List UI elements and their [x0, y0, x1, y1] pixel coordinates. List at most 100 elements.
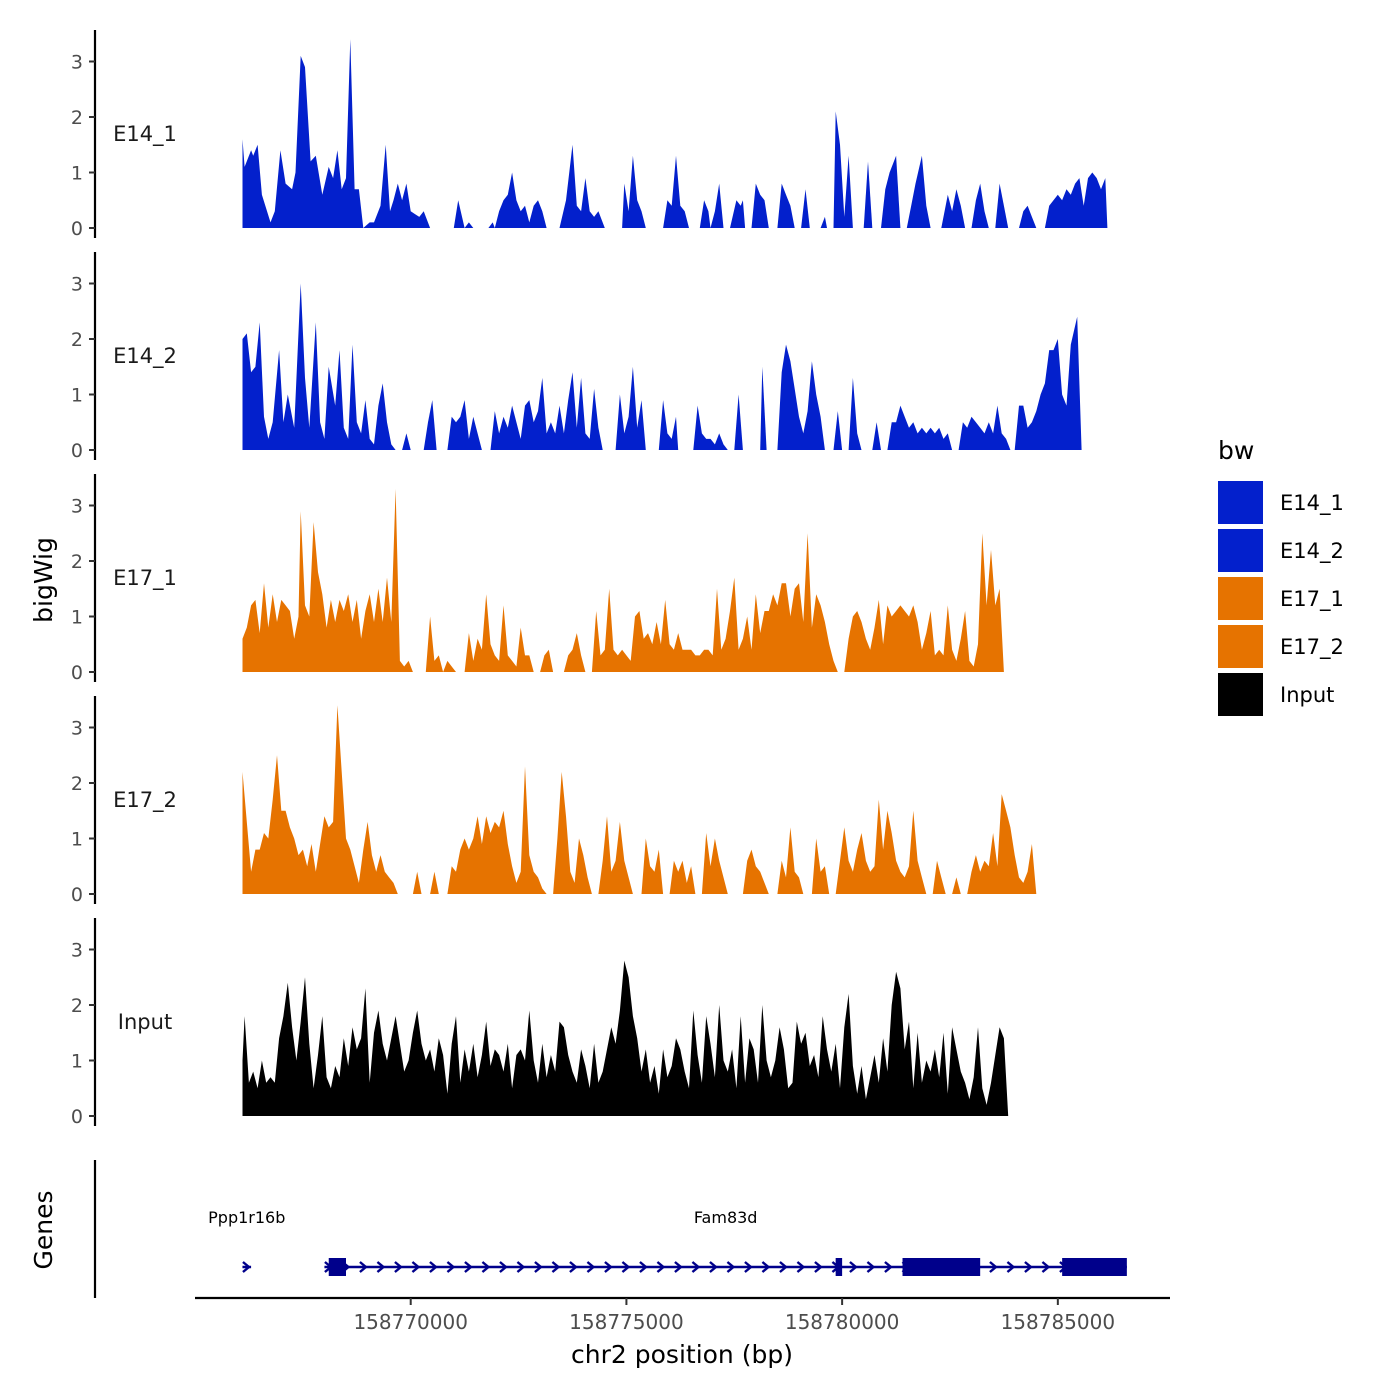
coverage-area-E17_2 [430, 871, 439, 894]
legend-label: E14_2 [1280, 539, 1344, 564]
coverage-area-E14_2 [777, 344, 825, 450]
strand-arrow-icon [1006, 1261, 1016, 1273]
track-panel-Input: 0 1 2 3 Input [71, 918, 1009, 1128]
coverage-area-E14_1 [1044, 172, 1108, 228]
legend-label: E17_2 [1280, 635, 1344, 660]
coverage-area-E14_1 [995, 183, 1009, 228]
x-axis: 158770000 158775000 158780000 158785000 [195, 1296, 1170, 1334]
legend-title: bw [1218, 436, 1254, 465]
strand-arrow-icon [604, 1261, 613, 1273]
strand-arrow-icon [796, 1261, 806, 1273]
strand-arrow-icon [726, 1261, 736, 1273]
strand-arrow-icon [429, 1261, 438, 1273]
coverage-area-E17_1 [242, 488, 413, 672]
y-tick-label: 0 [71, 218, 83, 240]
y-tick-label: 2 [71, 107, 83, 129]
coverage-area-E14_2 [490, 372, 603, 450]
track-label: E17_2 [113, 788, 177, 813]
strand-arrow-icon [481, 1261, 491, 1273]
strand-arrow-icon [499, 1261, 508, 1273]
y-tick-label: 1 [71, 829, 83, 851]
track-label: E14_2 [113, 344, 177, 369]
coverage-area-E14_2 [848, 377, 862, 450]
gene-exon [1062, 1258, 1127, 1276]
coverage-area-E14_2 [447, 400, 482, 450]
coverage-area-E14_1 [941, 189, 966, 228]
strand-arrow-icon [534, 1261, 543, 1273]
coverage-area-E14_1 [559, 144, 605, 228]
y-tick-label: 0 [71, 440, 83, 462]
coverage-area-E17_2 [811, 838, 830, 894]
coverage-area-E14_1 [663, 155, 689, 228]
strand-arrow-icon [394, 1261, 403, 1273]
strand-arrow-icon [1024, 1261, 1033, 1273]
coverage-area-E17_2 [447, 766, 547, 894]
track-label: E14_1 [113, 122, 177, 147]
strand-arrow-icon [551, 1261, 561, 1273]
coverage-area-E14_2 [760, 366, 767, 450]
y-tick-label: 2 [71, 551, 83, 573]
coverage-area-E17_2 [553, 771, 592, 894]
track-label: Input [118, 1010, 172, 1034]
coverage-area-E17_1 [563, 633, 586, 672]
strand-arrow-icon [242, 1261, 251, 1273]
coverage-area-E14_1 [820, 216, 827, 228]
strand-arrow-icon [569, 1261, 578, 1273]
coverage-area-E14_1 [242, 39, 431, 228]
gene-Ppp1r16b: Ppp1r16b [208, 1208, 285, 1273]
strand-arrow-icon [849, 1261, 858, 1273]
legend-label: E14_1 [1280, 491, 1344, 516]
coverage-area-E17_1 [540, 649, 554, 672]
strand-arrow-icon [656, 1261, 666, 1273]
legend-swatch [1218, 673, 1263, 716]
x-tick-label: 158775000 [569, 1310, 684, 1334]
coverage-area-E14_2 [423, 400, 437, 450]
strand-arrow-icon [761, 1261, 771, 1273]
strand-arrow-icon [411, 1261, 421, 1273]
coverage-area-E14_1 [881, 155, 901, 228]
strand-arrow-icon [446, 1261, 456, 1273]
strand-arrow-icon [814, 1261, 823, 1273]
x-tick-label: 158780000 [785, 1310, 900, 1334]
coverage-area-E14_2 [734, 394, 743, 450]
track-panel-E17_1: 0 1 2 3 E17_1 [71, 474, 1004, 684]
strand-arrow-icon [621, 1261, 631, 1273]
y-tick-label: 0 [71, 1106, 83, 1128]
legend-item-E17_2: E17_2 [1218, 625, 1344, 668]
y-tick-label: 3 [71, 274, 83, 296]
y-tick-label: 3 [71, 52, 83, 74]
coverage-area-E14_1 [488, 172, 547, 228]
legend-swatch [1218, 529, 1263, 572]
strand-arrow-icon [744, 1261, 753, 1273]
gene-exon [835, 1258, 843, 1276]
coverage-area-E17_1 [844, 533, 1004, 672]
legend-swatch [1218, 577, 1263, 620]
coverage-area-E14_1 [730, 200, 746, 228]
legend-label: Input [1280, 683, 1334, 707]
legend-swatch [1218, 625, 1263, 668]
genes-panel-label: Genes [29, 1190, 58, 1269]
coverage-area-E14_2 [242, 283, 396, 450]
bigwig-tracks: 0 1 2 3 E14_1 0 1 2 3 E14_2 0 1 2 3 E17_1 0 1 2 3 E17_2 0 1 2 3… [71, 30, 1108, 1128]
coverage-area-E17_2 [412, 871, 422, 894]
y-tick-label: 1 [71, 607, 83, 629]
coverage-area-E14_1 [453, 200, 474, 228]
coverage-area-E17_2 [641, 838, 664, 894]
y-tick-label: 2 [71, 995, 83, 1017]
track-panel-E14_1: 0 1 2 3 E14_1 [71, 30, 1108, 240]
coverage-area-E14_2 [658, 400, 679, 450]
coverage-area-E14_1 [777, 183, 795, 228]
strand-arrow-icon [1041, 1261, 1051, 1273]
legend-item-E14_2: E14_2 [1218, 529, 1344, 572]
strand-arrow-icon [691, 1261, 701, 1273]
strand-arrow-icon [709, 1261, 718, 1273]
coverage-area-E17_2 [598, 816, 633, 894]
strand-arrow-icon [586, 1261, 596, 1273]
coverage-area-E14_2 [1014, 316, 1082, 450]
y-tick-label: 0 [71, 884, 83, 906]
y-tick-label: 1 [71, 163, 83, 185]
coverage-area-E14_1 [863, 161, 873, 228]
legend-label: E17_1 [1280, 587, 1344, 612]
strand-arrow-icon [989, 1261, 998, 1273]
y-tick-label: 3 [71, 940, 83, 962]
